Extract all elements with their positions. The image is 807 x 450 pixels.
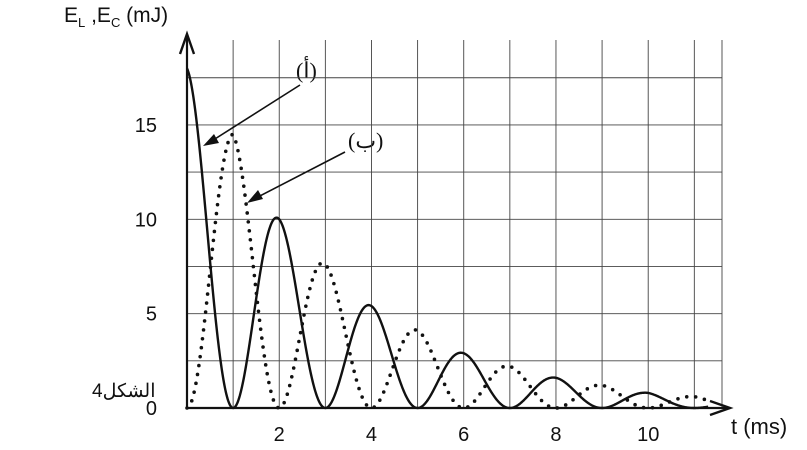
y-tick-label: 10	[135, 209, 157, 231]
y-tick-label: 15	[135, 115, 157, 137]
grid	[186, 40, 723, 409]
axes	[178, 30, 734, 417]
x-tick-label: 8	[550, 424, 561, 446]
x-tick-label: 6	[458, 424, 469, 446]
series-a-solid-line	[185, 67, 709, 410]
tick-labels: 2 4 6 8 10 0 5 10 15	[135, 115, 660, 446]
x-tick-label: 4	[366, 424, 377, 446]
y-tick-label: 0	[146, 398, 157, 420]
callout-arrowhead-a	[203, 134, 219, 146]
figure-caption: الشكل4	[92, 381, 156, 402]
series-b-dotted-line	[185, 132, 710, 410]
series-layer	[185, 67, 710, 410]
x-tick-label: 10	[637, 424, 659, 446]
callout-arrows	[203, 84, 346, 203]
callout-arrowhead-b	[247, 190, 263, 203]
callout-line-b	[251, 151, 346, 201]
series-label-a: (أ)	[296, 58, 317, 83]
x-axis-label: t (ms)	[731, 414, 788, 439]
callout-line-a	[206, 84, 301, 145]
series-label-b: (ب)	[348, 128, 384, 153]
x-axis-arrow	[709, 399, 734, 417]
x-tick-label: 2	[274, 424, 285, 446]
y-axis-label: EL ,EC (mJ)	[64, 4, 169, 31]
y-axis-arrow	[178, 30, 196, 55]
y-tick-label: 5	[146, 304, 157, 326]
